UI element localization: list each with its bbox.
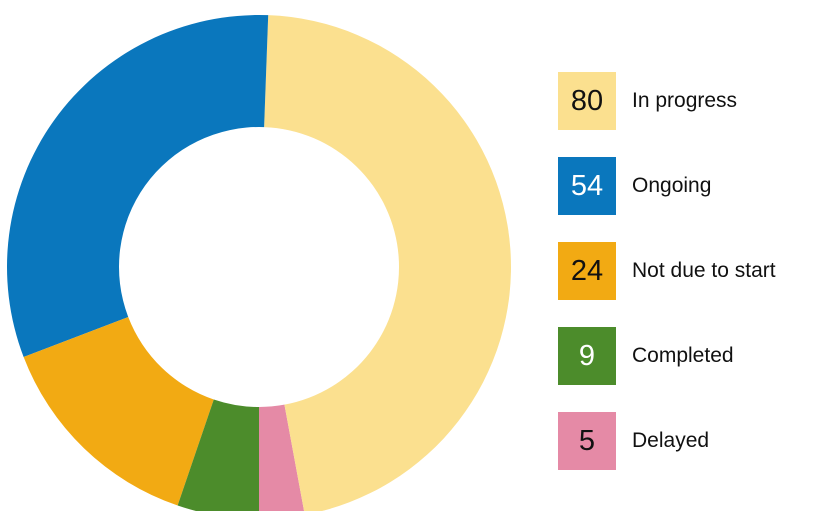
legend-item-ongoing: 54 Ongoing (558, 157, 820, 215)
slice-delayed (259, 404, 305, 511)
legend-label-completed: Completed (632, 344, 734, 367)
legend-item-not-due-to-start: 24 Not due to start (558, 242, 820, 300)
legend: 80 In progress 54 Ongoing 24 Not due to … (558, 72, 820, 497)
legend-label-ongoing: Ongoing (632, 174, 712, 197)
legend-swatch-delayed: 5 (558, 412, 616, 470)
legend-swatch-completed: 9 (558, 327, 616, 385)
legend-label-delayed: Delayed (632, 429, 710, 452)
legend-swatch-not-due-to-start: 24 (558, 242, 616, 300)
slice-ongoing (7, 15, 269, 358)
legend-swatch-ongoing: 54 (558, 157, 616, 215)
slice-completed (177, 399, 259, 511)
slice-not-due-to-start (23, 317, 214, 506)
legend-label-in-progress: In progress (632, 89, 738, 112)
legend-item-completed: 9 Completed (558, 327, 820, 385)
slice-in-progress (264, 15, 511, 511)
legend-swatch-in-progress: 80 (558, 72, 616, 130)
legend-item-delayed: 5 Delayed (558, 412, 820, 470)
legend-label-not-due-to-start: Not due to start (632, 259, 776, 282)
legend-item-in-progress: 80 In progress (558, 72, 820, 130)
donut-slices (7, 15, 511, 511)
